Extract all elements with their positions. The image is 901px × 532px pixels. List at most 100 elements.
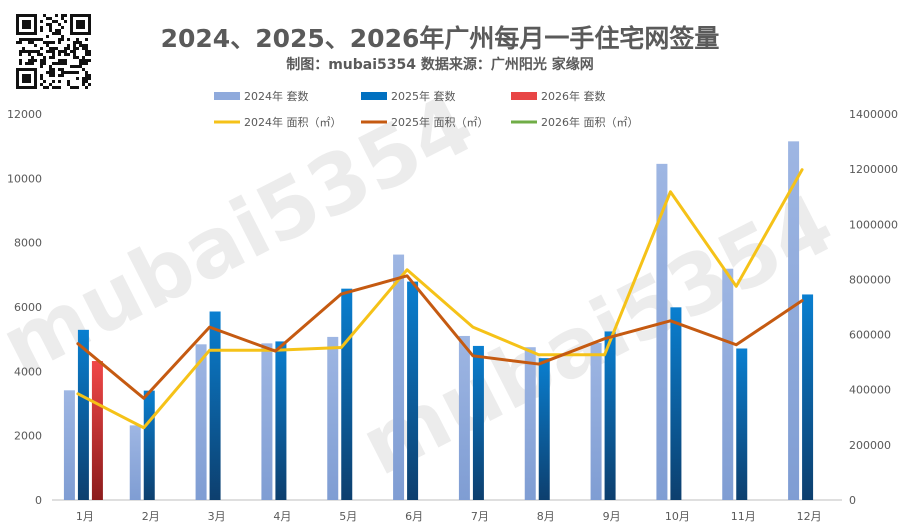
y-right-tick-label: 800000 <box>849 273 891 286</box>
qr-module <box>76 86 79 89</box>
bar <box>788 141 800 500</box>
qr-module <box>49 50 52 53</box>
qr-module <box>67 47 70 50</box>
y-right-tick-label: 400000 <box>849 384 891 397</box>
qr-module <box>40 20 43 23</box>
qr-module <box>31 50 34 53</box>
qr-module <box>85 62 88 65</box>
bar <box>670 307 682 500</box>
qr-module <box>19 50 22 53</box>
qr-module <box>40 38 43 41</box>
qr-module <box>58 62 61 65</box>
qr-module <box>88 83 91 86</box>
qr-module <box>58 29 61 32</box>
qr-module <box>64 53 67 56</box>
qr-module <box>64 20 67 23</box>
qr-module <box>73 56 76 59</box>
qr-module <box>19 38 22 41</box>
qr-module <box>82 47 85 50</box>
qr-module <box>28 59 31 62</box>
qr-module <box>73 71 76 74</box>
qr-module <box>40 74 43 77</box>
qr-module <box>28 41 31 44</box>
bar <box>472 345 484 500</box>
y-right-tick-label: 1400000 <box>849 108 898 121</box>
qr-module <box>49 41 52 44</box>
qr-module <box>61 59 64 62</box>
qr-module <box>46 44 49 47</box>
qr-module <box>85 74 88 77</box>
qr-module <box>73 47 76 50</box>
bar <box>209 311 221 500</box>
qr-module <box>49 74 52 77</box>
qr-module <box>46 23 49 26</box>
qr-module <box>22 50 25 53</box>
qr-module <box>79 59 82 62</box>
qr-module <box>25 38 28 41</box>
y-right-tick-label: 200000 <box>849 439 891 452</box>
qr-module <box>28 50 31 53</box>
qr-module <box>40 77 43 80</box>
qr-module <box>82 68 85 71</box>
qr-module <box>58 38 61 41</box>
qr-module <box>76 56 79 59</box>
qr-module <box>52 71 55 74</box>
legend-swatch <box>511 92 537 100</box>
qr-module <box>58 50 61 53</box>
qr-module <box>61 14 64 17</box>
qr-code <box>14 12 93 91</box>
legend-swatch <box>214 92 240 100</box>
qr-module <box>67 71 70 74</box>
qr-module <box>43 59 46 62</box>
x-tick-label: 2月 <box>142 510 160 523</box>
qr-module <box>61 26 64 29</box>
chart-subtitle: 制图：mubai5354 数据来源：广州阳光 家缘网 <box>286 56 594 73</box>
qr-module <box>85 80 88 83</box>
qr-module <box>73 41 76 44</box>
qr-module <box>52 41 55 44</box>
x-tick-label: 3月 <box>208 510 226 523</box>
qr-module <box>49 56 52 59</box>
qr-module <box>79 41 82 44</box>
qr-module <box>52 86 55 89</box>
qr-module <box>46 50 49 53</box>
qr-module <box>58 59 61 62</box>
qr-module <box>64 71 67 74</box>
qr-module <box>67 53 70 56</box>
qr-module <box>55 14 58 17</box>
series-line <box>76 168 804 430</box>
qr-module <box>76 77 79 80</box>
qr-module <box>40 26 43 29</box>
chart-title: 2024、2025、2026年广州每月一手住宅网签量 <box>161 24 720 53</box>
qr-finder <box>22 74 31 83</box>
qr-module <box>28 53 31 56</box>
y-left-tick-label: 0 <box>35 494 42 507</box>
qr-module <box>67 38 70 41</box>
qr-module <box>76 38 79 41</box>
qr-module <box>82 62 85 65</box>
qr-module <box>52 20 55 23</box>
qr-module <box>40 47 43 50</box>
qr-module <box>46 35 49 38</box>
qr-module <box>19 53 22 56</box>
y-right-tick-label: 600000 <box>849 329 891 342</box>
bar <box>129 425 141 500</box>
qr-module <box>31 59 34 62</box>
qr-module <box>49 68 52 71</box>
qr-module <box>22 47 25 50</box>
y-axis-left: 0 2000 4000 6000 8000 10000 12000 <box>7 108 42 507</box>
bar <box>656 163 668 500</box>
qr-module <box>82 59 85 62</box>
qr-module <box>82 44 85 47</box>
qr-module <box>34 44 37 47</box>
qr-module <box>46 71 49 74</box>
qr-module <box>52 32 55 35</box>
qr-module <box>58 23 61 26</box>
qr-module <box>52 62 55 65</box>
bar <box>341 288 353 500</box>
qr-module <box>52 53 55 56</box>
lines-group <box>76 168 804 430</box>
qr-module <box>55 20 58 23</box>
qr-module <box>70 71 73 74</box>
